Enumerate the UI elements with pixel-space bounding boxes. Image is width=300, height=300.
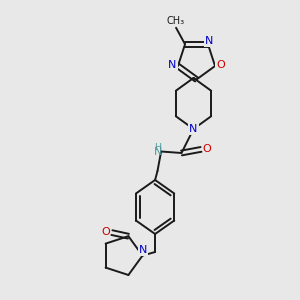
Text: N: N bbox=[168, 60, 177, 70]
Text: N: N bbox=[154, 147, 162, 158]
Text: H: H bbox=[154, 143, 162, 152]
Text: N: N bbox=[139, 245, 147, 255]
Text: N: N bbox=[205, 36, 214, 46]
Text: O: O bbox=[216, 60, 225, 70]
Text: N: N bbox=[189, 124, 198, 134]
Text: CH₃: CH₃ bbox=[167, 16, 185, 26]
Text: O: O bbox=[101, 227, 110, 237]
Text: O: O bbox=[202, 144, 211, 154]
